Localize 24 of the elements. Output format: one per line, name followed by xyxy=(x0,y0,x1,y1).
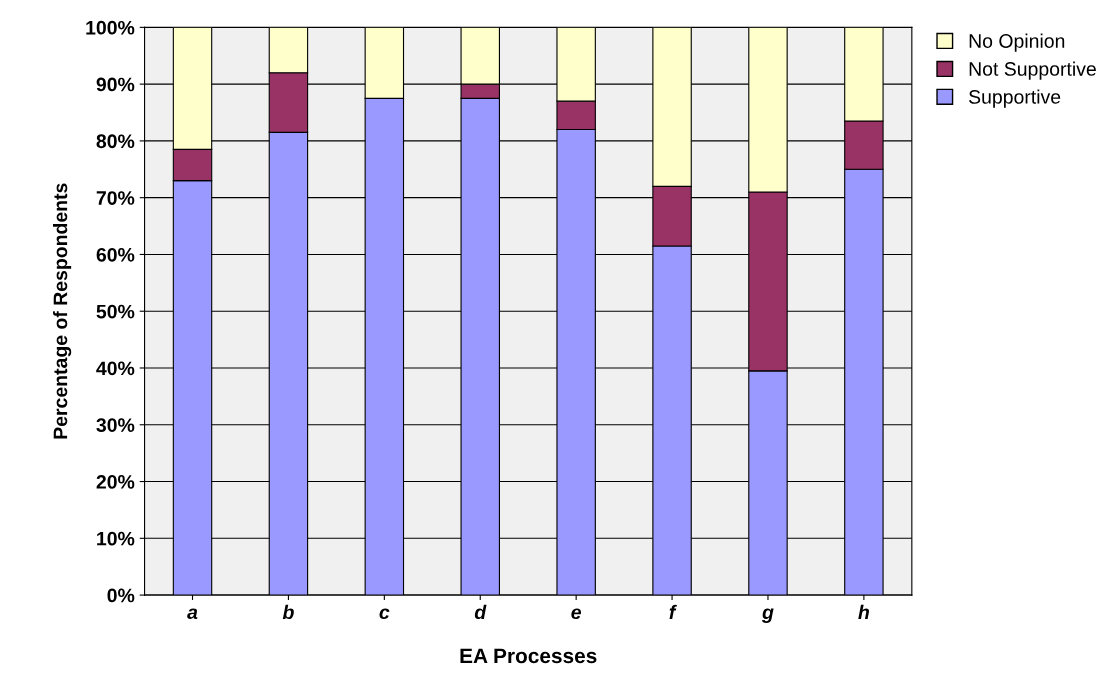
y-tick-label: 40% xyxy=(96,361,135,376)
legend-label: Supportive xyxy=(969,89,1061,108)
x-tick-label: f xyxy=(669,604,677,619)
y-tick-label: 0% xyxy=(107,588,135,603)
x-tick-label: c xyxy=(379,608,390,620)
legend-label: Not Supportive xyxy=(969,61,1096,80)
x-tick-label: b xyxy=(282,604,294,620)
y-axis-title: Percentage of Respondents xyxy=(53,183,72,439)
x-axis-title: EA Processes xyxy=(460,648,597,664)
y-tick-label: 20% xyxy=(96,475,135,489)
y-tick-label: 90% xyxy=(96,77,135,92)
y-tick-label: 10% xyxy=(97,531,135,546)
legend-label: No Opinion xyxy=(969,33,1065,52)
x-tick-label: e xyxy=(571,608,582,620)
x-tick-label: g xyxy=(761,608,774,623)
y-tick-label: 60% xyxy=(96,247,135,262)
x-tick-label: h xyxy=(858,604,870,619)
y-tick-label: 100% xyxy=(86,20,135,35)
x-tick-label: d xyxy=(474,604,487,620)
y-tick-label: 80% xyxy=(96,134,135,149)
y-tick-label: 30% xyxy=(96,418,135,433)
x-tick-label: a xyxy=(187,608,198,620)
y-tick-label: 50% xyxy=(96,304,135,319)
y-tick-label: 70% xyxy=(96,191,135,205)
